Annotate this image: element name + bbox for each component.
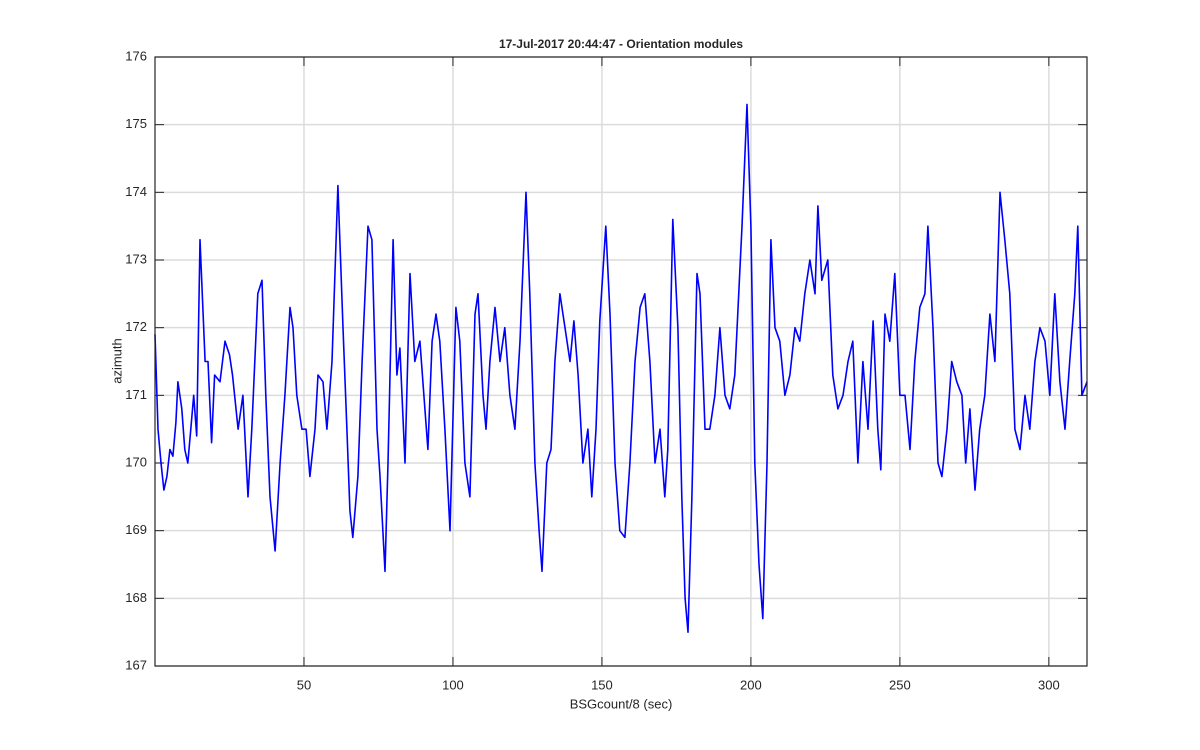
chart-title: 17-Jul-2017 20:44:47 - Orientation modul… [499, 37, 743, 51]
x-tick-label: 150 [591, 677, 613, 692]
x-tick-label: 50 [297, 677, 311, 692]
x-axis-label: BSGcount/8 (sec) [570, 696, 673, 711]
data-line [154, 103, 1088, 633]
x-tick-label: 200 [740, 677, 762, 692]
y-tick-label: 171 [125, 387, 147, 402]
y-tick-label: 169 [125, 522, 147, 537]
y-tick-label: 168 [125, 590, 147, 605]
y-tick-label: 172 [125, 319, 147, 334]
x-tick-label: 300 [1038, 677, 1060, 692]
y-tick-label: 174 [125, 184, 147, 199]
y-tick-label: 176 [125, 48, 147, 63]
y-tick-label: 175 [125, 116, 147, 131]
y-tick-label: 170 [125, 454, 147, 469]
y-axis-label: azimuth [109, 338, 124, 384]
y-tick-label: 173 [125, 251, 147, 266]
plot-frame [154, 56, 1088, 667]
x-tick-label: 250 [889, 677, 911, 692]
y-tick-label: 167 [125, 657, 147, 672]
x-tick-label: 100 [442, 677, 464, 692]
